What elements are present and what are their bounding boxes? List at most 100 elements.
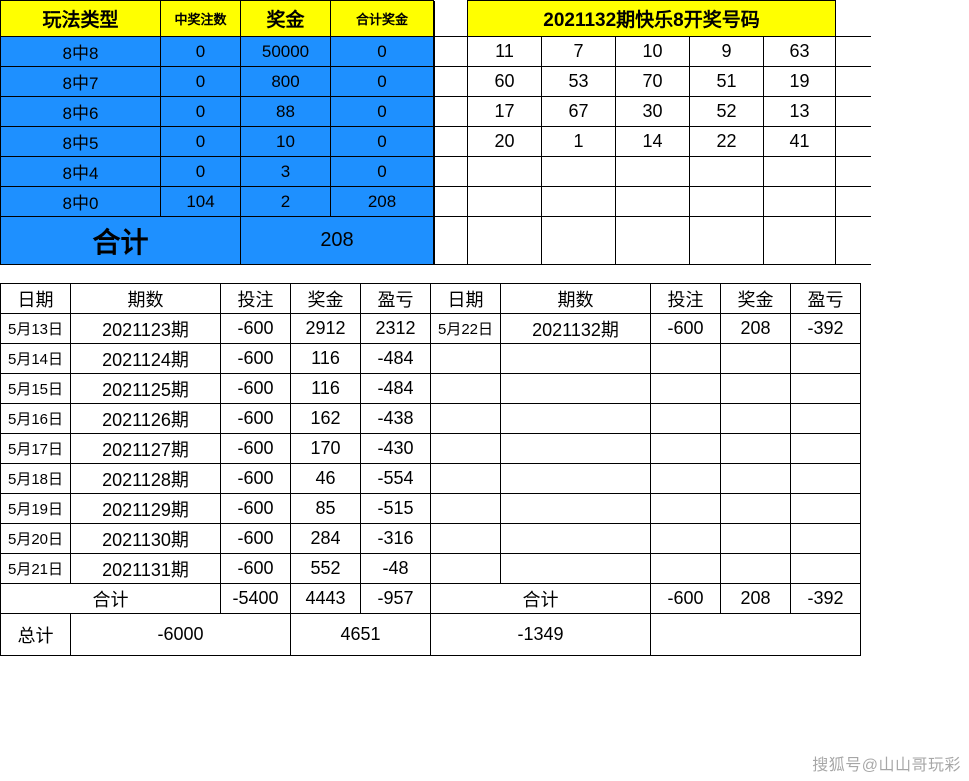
subtotal-cell: -392 [791,584,861,614]
spacer-cell [435,1,468,37]
history-cell [721,554,791,584]
number-cell [616,157,690,187]
history-cell [501,524,651,554]
prize-cell: 0 [161,97,241,127]
prize-cell: 8中8 [1,37,161,67]
prize-cell: 0 [331,127,434,157]
grand-cell [651,614,861,656]
history-cell: -515 [361,494,431,524]
prize-table: 玩法类型中奖注数奖金合计奖金8中805000008中7080008中608808… [0,0,434,265]
subtotal-label: 合计 [431,584,651,614]
history-cell: 5月18日 [1,464,71,494]
history-header: 日期 [431,284,501,314]
subtotal-label: 合计 [1,584,221,614]
history-cell [501,494,651,524]
number-cell: 70 [616,67,690,97]
history-cell: 5月17日 [1,434,71,464]
number-cell [764,217,836,265]
number-cell [542,157,616,187]
history-cell [791,524,861,554]
history-cell: -430 [361,434,431,464]
history-cell: -600 [221,464,291,494]
history-header: 盈亏 [791,284,861,314]
history-cell [431,404,501,434]
history-cell: 2021123期 [71,314,221,344]
history-cell: -600 [221,404,291,434]
history-cell [721,374,791,404]
history-cell: 5月19日 [1,494,71,524]
history-cell: 284 [291,524,361,554]
history-cell: 116 [291,344,361,374]
history-cell [431,554,501,584]
spacer-cell [435,217,468,265]
history-cell: -600 [221,314,291,344]
spacer-cell [435,157,468,187]
number-cell [690,157,764,187]
spacer-cell [435,97,468,127]
subtotal-cell: -957 [361,584,431,614]
number-cell: 30 [616,97,690,127]
history-cell: 2021126期 [71,404,221,434]
history-cell: -600 [221,434,291,464]
prize-total-label: 合计 [1,217,241,265]
history-cell [501,344,651,374]
number-cell [616,217,690,265]
history-cell: -48 [361,554,431,584]
prize-total-value: 208 [241,217,434,265]
number-cell: 19 [764,67,836,97]
history-cell [721,344,791,374]
history-cell [651,434,721,464]
number-cell [616,187,690,217]
prize-header: 奖金 [241,1,331,37]
history-cell: 162 [291,404,361,434]
history-cell [431,374,501,404]
history-cell: 5月13日 [1,314,71,344]
number-cell: 63 [764,37,836,67]
history-cell: 5月16日 [1,404,71,434]
prize-cell: 88 [241,97,331,127]
prize-cell: 0 [331,157,434,187]
prize-cell: 0 [161,127,241,157]
history-cell: -484 [361,374,431,404]
history-cell: -316 [361,524,431,554]
prize-cell: 8中4 [1,157,161,187]
spacer-cell [435,127,468,157]
prize-cell: 10 [241,127,331,157]
grand-cell: -6000 [71,614,291,656]
number-cell [468,217,542,265]
history-cell: 116 [291,374,361,404]
number-cell: 53 [542,67,616,97]
history-cell: 2021131期 [71,554,221,584]
number-cell: 14 [616,127,690,157]
history-table: 日期期数投注奖金盈亏日期期数投注奖金盈亏5月13日2021123期-600291… [0,283,861,656]
history-cell [431,494,501,524]
prize-cell: 0 [161,157,241,187]
spacer-cell [435,37,468,67]
history-cell [721,434,791,464]
history-header: 投注 [651,284,721,314]
history-cell [791,494,861,524]
history-cell: 2021127期 [71,434,221,464]
number-cell: 11 [468,37,542,67]
history-cell [501,404,651,434]
prize-cell: 104 [161,187,241,217]
history-cell: 2912 [291,314,361,344]
spacer-cell [836,1,871,37]
number-cell [836,127,871,157]
subtotal-cell: 208 [721,584,791,614]
history-cell [431,434,501,464]
history-cell [431,524,501,554]
number-cell [542,217,616,265]
prize-cell: 8中5 [1,127,161,157]
prize-cell: 800 [241,67,331,97]
history-cell [721,464,791,494]
number-cell: 20 [468,127,542,157]
prize-cell: 0 [331,97,434,127]
number-cell [690,217,764,265]
history-cell: 2021125期 [71,374,221,404]
number-cell: 1 [542,127,616,157]
history-cell [501,464,651,494]
number-cell [836,187,871,217]
history-cell: 2312 [361,314,431,344]
number-cell [468,187,542,217]
